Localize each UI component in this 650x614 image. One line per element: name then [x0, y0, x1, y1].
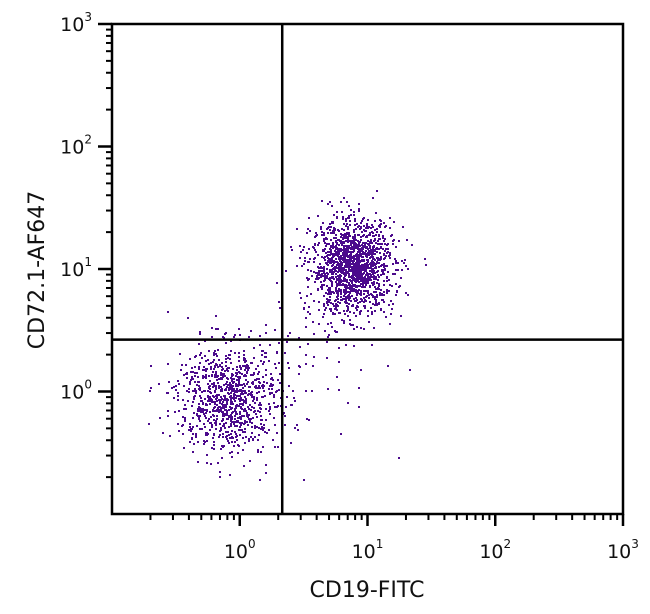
- quadrant-gates: [112, 24, 623, 514]
- x-axis-ticks: [149, 514, 625, 526]
- x-tick-label: 103: [607, 537, 639, 563]
- x-tick-label: 101: [352, 537, 384, 563]
- y-tick-label: 100: [60, 378, 92, 404]
- y-axis-title: CD72.1-AF647: [25, 191, 50, 349]
- event-dots: [148, 190, 427, 481]
- x-tick-label: 100: [224, 537, 256, 563]
- scatter-points: [148, 190, 427, 481]
- y-tick-label: 102: [60, 133, 92, 159]
- x-tick-label: 102: [479, 537, 511, 563]
- y-axis-ticks: [98, 22, 112, 479]
- y-tick-label: 101: [60, 255, 92, 281]
- y-axis-tick-labels: 100 101 102 103: [60, 10, 92, 404]
- x-axis-tick-labels: 100 101 102 103: [224, 537, 639, 563]
- y-tick-label: 103: [60, 10, 92, 36]
- x-axis-title: CD19-FITC: [310, 578, 425, 603]
